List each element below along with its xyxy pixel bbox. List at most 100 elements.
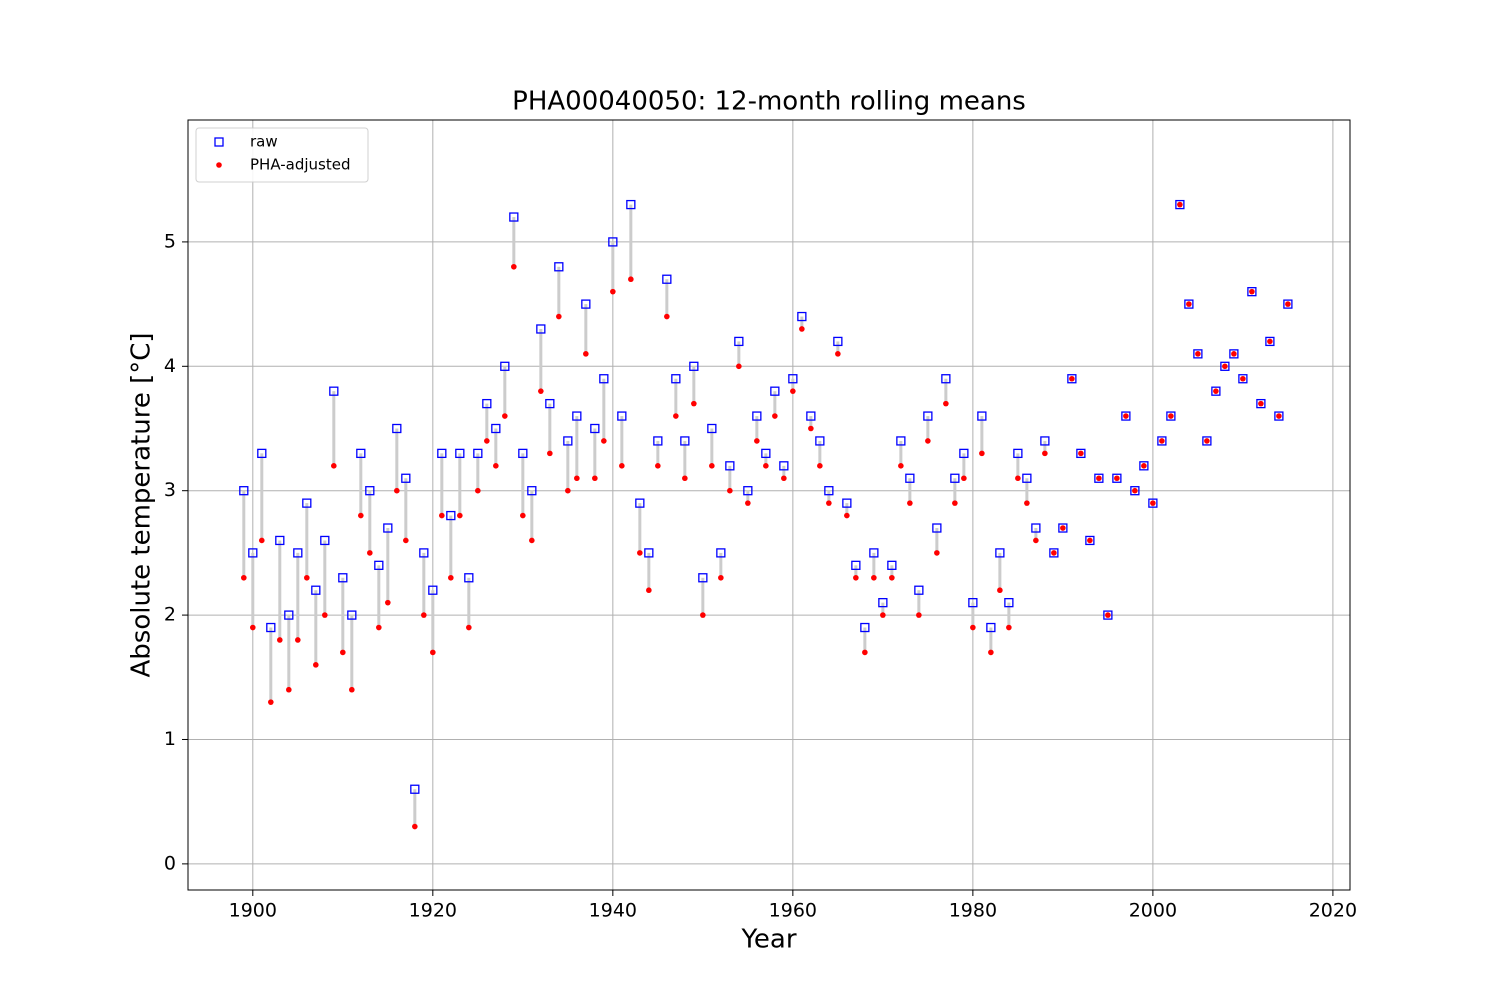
point [356,448,366,459]
point [1004,597,1014,608]
point [545,398,555,409]
point [977,411,987,421]
legend-box [195,127,369,183]
point [1238,374,1248,384]
point [340,649,346,656]
point [682,475,688,482]
point [637,550,643,556]
point [1193,349,1203,359]
point [349,686,355,693]
point [284,610,294,620]
point [1078,450,1084,457]
point [347,610,357,620]
point [1139,461,1149,471]
point [1114,475,1120,482]
point [1213,388,1219,394]
point [988,649,994,656]
point [1247,287,1257,297]
legend-marker [216,162,222,168]
point [860,622,870,633]
x-tick-label: 1920 [409,900,457,922]
point [905,473,915,483]
point [331,463,337,469]
point [817,463,823,469]
point [878,597,888,608]
point [835,351,841,357]
point [1015,475,1021,482]
point [518,448,528,459]
point [601,438,607,444]
point [626,199,636,210]
point [266,622,276,633]
point [898,463,904,469]
point [320,535,330,546]
point [394,487,400,494]
point [419,548,429,558]
x-tick-label: 2020 [1309,900,1357,922]
legend-marker [214,137,224,147]
point [259,537,265,544]
point [725,461,735,471]
point [547,450,553,457]
point [806,411,816,421]
point [520,512,526,519]
point [1067,374,1077,384]
point [961,475,967,482]
point [1069,375,1075,382]
point [1267,338,1273,345]
point [376,624,382,631]
point [275,535,285,546]
point [1184,299,1194,309]
point [880,612,886,618]
point [574,475,580,482]
point [997,587,1003,594]
point [392,423,402,434]
point [662,274,672,284]
point [932,523,942,533]
point [464,573,474,583]
point [608,237,618,247]
point [473,448,483,459]
point [583,351,589,357]
point [851,560,861,570]
point [743,486,753,496]
point [311,585,321,595]
point [1132,487,1138,494]
point [826,500,832,506]
point [250,624,256,631]
point [968,597,978,608]
point [781,475,787,482]
point [653,436,663,446]
point [1168,413,1174,419]
point [925,438,931,444]
point [815,436,825,446]
point [313,662,319,668]
point [853,574,859,581]
point [727,487,733,494]
point [797,311,807,322]
chart-title: PHA00040050: 12-month rolling means [512,87,1026,117]
point [374,560,384,570]
point [1060,525,1066,531]
point [383,523,393,533]
point [752,411,762,421]
point [664,313,670,320]
point [896,436,906,446]
point [824,486,834,496]
point [790,388,796,394]
point [502,413,508,419]
point [410,784,420,794]
point [1031,523,1041,533]
y-tick-label: 5 [164,230,176,252]
point [1175,199,1185,210]
point [1258,400,1264,407]
point [950,473,960,483]
point [329,386,339,396]
point [367,550,373,556]
point [941,374,951,384]
y-tick-label: 4 [164,355,176,377]
point [1249,288,1255,295]
point [1049,548,1059,558]
point [1276,413,1282,419]
